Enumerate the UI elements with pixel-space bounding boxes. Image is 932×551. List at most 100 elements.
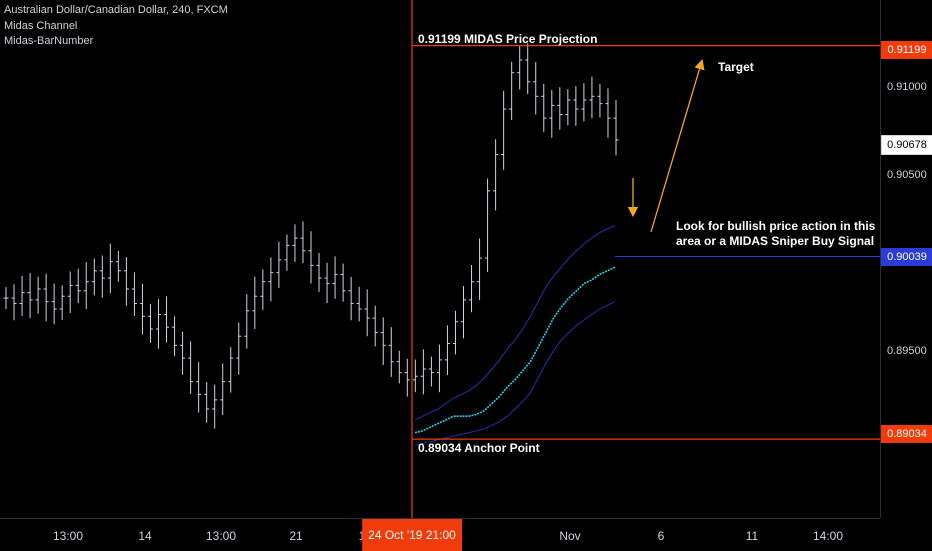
ohlc-bar: [27, 272, 33, 319]
target-arrow: [650, 59, 705, 233]
ohlc-bar: [276, 241, 282, 288]
ohlc-bar: [212, 384, 218, 429]
midas-upper-band: [414, 224, 616, 421]
ohlc-bar: [19, 275, 25, 316]
ohlc-bar: [172, 316, 178, 357]
ohlc-bar: [380, 317, 386, 365]
ohlc-bar: [107, 243, 113, 294]
midas-channel-group: [414, 224, 616, 446]
ohlc-bar: [228, 347, 234, 393]
ohlc-bar: [581, 83, 587, 122]
time-tick: 13:00: [52, 529, 84, 543]
ohlc-bar: [300, 221, 306, 264]
time-tick: Nov: [559, 529, 581, 543]
ohlc-bar: [131, 272, 137, 316]
ohlc-bar: [220, 363, 226, 416]
ohlc-bar: [204, 382, 210, 423]
ohlc-bar: [388, 327, 394, 377]
indicator-legend-midas-barnumber[interactable]: Midas-BarNumber: [4, 35, 94, 47]
ohlc-bar: [477, 238, 483, 300]
ohlc-bar: [404, 358, 410, 397]
ohlc-bar: [533, 62, 539, 115]
ohlc-bar: [461, 286, 466, 339]
ohlc-bar: [573, 86, 579, 126]
time-tick: 14: [138, 529, 152, 543]
ohlc-bar: [444, 325, 450, 376]
price-tick-0.89500: 0.89500: [887, 345, 927, 357]
candles-group: [3, 43, 619, 429]
ohlc-bar: [613, 99, 619, 156]
ohlc-bar: [292, 224, 298, 263]
ohlc-bar: [396, 350, 402, 384]
ohlc-bar: [525, 43, 531, 95]
ohlc-bar: [67, 271, 73, 313]
ohlc-bar: [557, 87, 563, 130]
ohlc-bar: [139, 283, 145, 335]
target-label: Target: [718, 60, 754, 74]
indicator-legend-midas-channel[interactable]: Midas Channel: [4, 20, 78, 32]
ohlc-bar: [517, 46, 523, 90]
price-tick-0.91000: 0.91000: [887, 81, 927, 93]
time-tick: 13:00: [205, 529, 237, 543]
ohlc-bar: [252, 276, 258, 329]
ohlc-bar: [51, 283, 57, 325]
chart-area[interactable]: Australian Dollar/Canadian Dollar, 240, …: [0, 0, 880, 518]
projection-label: 0.91199 MIDAS Price Projection: [418, 32, 598, 46]
ohlc-bar: [452, 310, 458, 355]
ohlc-bar: [372, 305, 378, 347]
ohlc-bar: [75, 268, 81, 304]
ohlc-bar: [147, 303, 153, 343]
ohlc-bar: [3, 287, 9, 309]
ohlc-bar: [436, 344, 442, 393]
ohlc-bar: [188, 341, 194, 395]
time-tick: 14:00: [812, 529, 844, 543]
ohlc-bar: [485, 178, 491, 272]
ohlc-bar: [324, 262, 330, 304]
ohlc-bar: [284, 234, 290, 271]
support-price-badge: 0.90039: [881, 248, 932, 266]
time-axis[interactable]: 13:00 14 13:00 21 1 Nov 6 11 14:00 24 Oc…: [0, 518, 880, 551]
projection-price-badge: 0.91199: [881, 41, 932, 59]
time-tick: 1: [359, 529, 366, 543]
ohlc-bar: [469, 264, 475, 313]
ohlc-bar: [260, 269, 266, 311]
ohlc-bar: [164, 296, 170, 343]
ohlc-bar: [59, 285, 65, 320]
anchor-price-badge: 0.89034: [881, 425, 932, 443]
time-tick: 21: [289, 529, 303, 543]
ohlc-bar: [91, 258, 97, 296]
ohlc-bar: [43, 273, 49, 322]
ohlc-bar: [35, 276, 41, 314]
ohlc-bar: [115, 250, 121, 282]
time-tick: 6: [657, 529, 665, 543]
ohlc-bar: [509, 61, 515, 120]
hint-line-1: Look for bullish price action in this: [676, 219, 876, 233]
midas-center-line: [414, 266, 616, 434]
midas-lower-band: [414, 301, 616, 446]
ohlc-bar: [99, 255, 105, 298]
ohlc-bar: [348, 276, 354, 321]
ohlc-bar: [332, 256, 338, 299]
price-tick-0.90500: 0.90500: [887, 169, 927, 181]
ohlc-bar: [308, 231, 314, 284]
ohlc-bar: [11, 284, 17, 321]
ohlc-bar: [605, 88, 611, 138]
ohlc-bar: [123, 257, 129, 306]
ohlc-bar: [156, 299, 161, 349]
ohlc-bar: [589, 76, 595, 119]
ohlc-bar: [597, 83, 603, 118]
ohlc-bar: [340, 263, 346, 302]
ohlc-bar: [180, 331, 186, 375]
price-axis[interactable]: 0.91000 0.90500 0.89500 0.91199 0.90678 …: [880, 0, 932, 518]
ohlc-bar: [420, 349, 426, 395]
ohlc-bar: [541, 83, 547, 132]
ohlc-bar: [83, 262, 89, 309]
last-price-badge: 0.90678: [881, 135, 932, 155]
cursor-time-badge: 24 Oct '19 21:00: [362, 519, 462, 551]
ohlc-bar: [549, 90, 555, 138]
ohlc-bar: [565, 89, 571, 126]
price-plot: [3, 0, 880, 518]
ohlc-bar: [244, 294, 250, 349]
symbol-legend[interactable]: Australian Dollar/Canadian Dollar, 240, …: [4, 4, 228, 16]
ohlc-bar: [412, 359, 418, 393]
